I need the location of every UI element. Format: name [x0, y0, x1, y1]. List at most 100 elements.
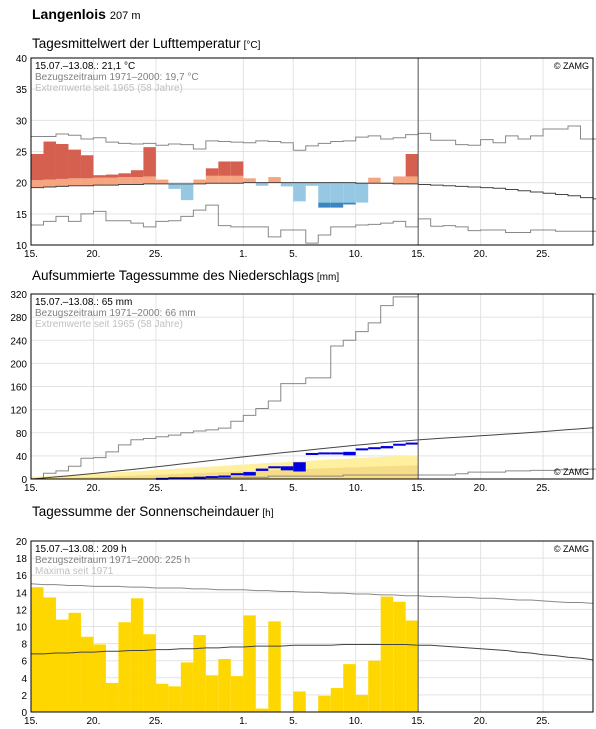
info-line-1: Bezugszeitraum 1971–2000: 19,7 °C: [35, 72, 199, 83]
sunshine-bar: [118, 622, 131, 712]
temp-bar-cool: [318, 182, 331, 203]
y-tick-label: 4: [21, 674, 27, 685]
sunshine-bar: [180, 662, 194, 712]
y-tick-label: 200: [10, 359, 27, 370]
y-tick-label: 10: [16, 241, 28, 252]
sunshine-bar: [31, 587, 44, 712]
y-tick-label: 40: [16, 54, 28, 65]
sunshine-bar: [243, 615, 256, 712]
temp-bar-warm-excess: [93, 175, 106, 178]
sunshine-bar: [318, 695, 331, 712]
plot-frame: [30, 57, 594, 246]
info-line-0: 15.07.–13.08.: 65 mm: [35, 297, 132, 308]
temp-bar-cool: [305, 182, 319, 186]
x-tick-label: 15.: [411, 249, 425, 260]
sunshine-unit: [h]: [262, 508, 274, 519]
temp-bar-warm: [143, 176, 156, 184]
temp-bar-warm-excess: [130, 170, 144, 178]
sunshine-bar: [380, 596, 394, 712]
precip-bar: [168, 477, 181, 480]
precip-bar: [230, 473, 244, 476]
y-tick-label: 18: [16, 554, 28, 565]
temp-bar-warm: [205, 175, 219, 184]
temp-bar-warm-excess: [230, 161, 244, 176]
info-line-2: Extremwerte seit 1965 (58 Jahre): [35, 319, 183, 330]
sunshine-bar: [368, 660, 381, 712]
temp-bar-warm-excess: [105, 174, 119, 178]
precip-bar: [343, 451, 356, 456]
info-line-1: Bezugszeitraum 1971–2000: 225 h: [35, 555, 190, 566]
x-tick-label: 20.: [86, 716, 100, 727]
y-tick-label: 2: [21, 691, 27, 702]
sunshine-bar: [155, 683, 169, 712]
y-tick-label: 80: [16, 429, 28, 440]
sunshine-bar: [393, 601, 406, 712]
precip-bar: [280, 466, 294, 471]
credit-label: © ZAMG: [554, 544, 589, 554]
temp-bar-warm-excess: [31, 153, 44, 181]
temp-bar-warm-excess: [405, 153, 419, 177]
x-tick-label: 1.: [239, 483, 247, 494]
sunshine-bar: [355, 694, 369, 712]
temp-bar-warm-excess: [143, 147, 156, 177]
info-line-0: 15.07.–13.08.: 21,1 °C: [35, 61, 135, 72]
temp-bar-warm: [193, 179, 206, 184]
precip-normal-line: [30, 427, 594, 480]
y-tick-label: 35: [16, 85, 28, 96]
y-tick-label: 120: [10, 406, 27, 417]
chart-panel-1: 0 40 80 120 160 200 240 280 320 15. 20. 25. 1. 5. 10. 1…: [10, 290, 596, 494]
precip-bar: [355, 448, 369, 451]
sunshine-normal-line: [31, 643, 594, 661]
x-tick-label: 15.: [411, 716, 425, 727]
temp-bar-warm: [55, 178, 69, 187]
temp-bar-cool-excess: [318, 202, 331, 208]
precip-bar: [255, 468, 269, 471]
x-tick-label: 1.: [239, 249, 247, 260]
x-tick-label: 5.: [289, 716, 297, 727]
temp-bar-warm-excess: [43, 141, 56, 180]
temp-bar-warm: [218, 175, 231, 184]
x-tick-label: 25.: [149, 483, 163, 494]
precip-normal-band-inner: [31, 465, 419, 479]
temp-bar-warm: [31, 180, 44, 188]
temperature-title-text: Tagesmittelwert der Lufttemperatur: [32, 36, 241, 51]
y-tick-label: 14: [16, 588, 28, 599]
x-tick-label: 25.: [536, 249, 550, 260]
precip-bar: [293, 462, 306, 472]
temp-bar-warm: [243, 178, 256, 183]
y-tick-label: 20: [16, 537, 28, 548]
temp-bar-cool-excess: [330, 202, 344, 208]
x-tick-label: 15.: [24, 483, 38, 494]
precipitation-title-text: Aufsummierte Tagessumme des Niederschlag…: [32, 268, 314, 283]
y-tick-label: 160: [10, 383, 27, 394]
temp-bar-warm-excess: [80, 155, 94, 179]
temp-bar-cool: [330, 182, 344, 203]
temp-bar-warm: [268, 177, 281, 183]
temp-normal-line: [31, 182, 596, 200]
temp-bar-warm: [68, 178, 81, 186]
info-line-1: Bezugszeitraum 1971–2000: 66 mm: [35, 308, 196, 319]
precip-bar: [180, 477, 194, 480]
precip-bar: [330, 452, 344, 455]
temp-bar-warm: [118, 177, 131, 185]
sunshine-bar: [343, 664, 356, 712]
plot-frame: [30, 540, 594, 713]
temp-bar-warm: [155, 179, 169, 184]
y-tick-label: 40: [16, 452, 28, 463]
sunshine-bar: [268, 621, 281, 712]
y-tick-label: 16: [16, 571, 28, 582]
y-tick-label: 0: [21, 475, 27, 486]
x-tick-label: 20.: [86, 249, 100, 260]
x-tick-label: 10.: [349, 249, 363, 260]
temp-bar-warm-excess: [205, 168, 219, 176]
sunshine-bar: [193, 635, 206, 712]
temp-bar-cool: [180, 183, 194, 201]
y-tick-label: 280: [10, 313, 27, 324]
temp-bar-cool: [280, 182, 294, 187]
x-tick-label: 5.: [289, 483, 297, 494]
temp-bar-warm-excess: [68, 149, 81, 179]
x-tick-label: 5.: [289, 249, 297, 260]
info-line-2: Extremwerte seit 1965 (58 Jahre): [35, 83, 183, 94]
sunshine-bar: [93, 644, 106, 712]
